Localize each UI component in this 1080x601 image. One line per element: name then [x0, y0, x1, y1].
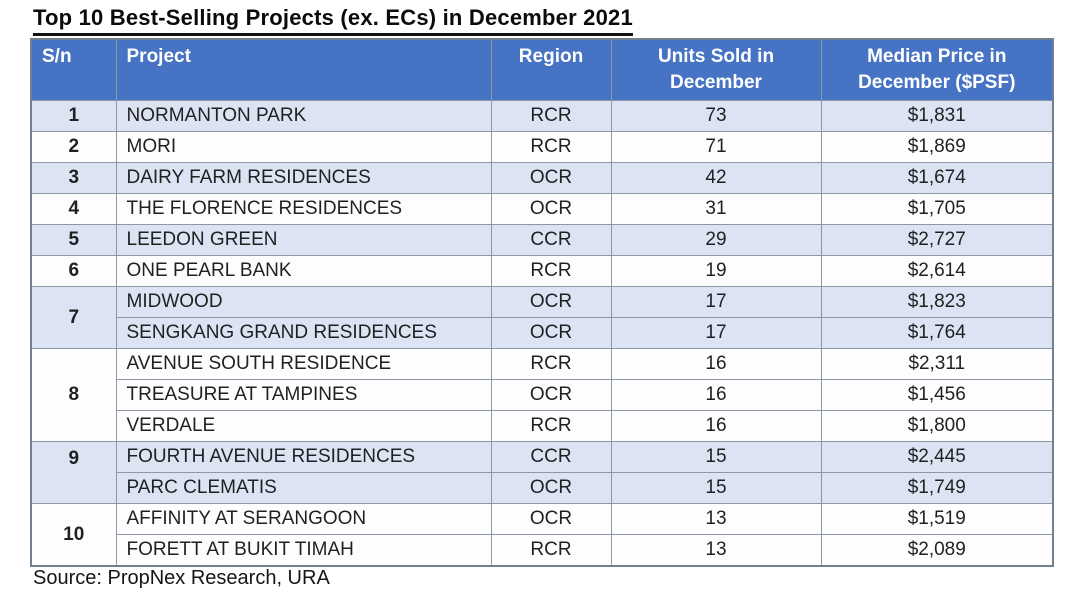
region-cell: CCR — [490, 441, 612, 473]
region-cell: OCR — [490, 472, 612, 504]
column-header-project: Project — [115, 38, 492, 101]
table-row: 5 LEEDON GREEN CCR 29 $2,727 — [30, 224, 1054, 256]
units-cell: 17 — [610, 286, 822, 318]
price-cell: $2,311 — [820, 348, 1054, 380]
price-cell: $1,764 — [820, 317, 1054, 349]
sn-cell: 4 — [30, 193, 117, 225]
project-cell: AFFINITY AT SERANGOON — [115, 503, 492, 535]
project-cell: THE FLORENCE RESIDENCES — [115, 193, 492, 225]
region-cell: RCR — [490, 410, 612, 442]
price-cell: $1,749 — [820, 472, 1054, 504]
region-cell: OCR — [490, 162, 612, 194]
project-cell: DAIRY FARM RESIDENCES — [115, 162, 492, 194]
price-cell: $1,823 — [820, 286, 1054, 318]
table-row: 8 AVENUE SOUTH RESIDENCE RCR 16 $2,311 — [30, 348, 1054, 442]
project-cell: AVENUE SOUTH RESIDENCE — [115, 348, 492, 380]
price-cell: $1,674 — [820, 162, 1054, 194]
units-cell: 13 — [610, 534, 822, 567]
project-cell: NORMANTON PARK — [115, 100, 492, 132]
price-cell: $1,519 — [820, 503, 1054, 535]
units-cell: 19 — [610, 255, 822, 287]
sn-cell: 7 — [30, 286, 117, 349]
price-cell: $1,456 — [820, 379, 1054, 411]
units-cell: 16 — [610, 410, 822, 442]
units-cell: 71 — [610, 131, 822, 163]
table-row: 7 MIDWOOD OCR 17 $1,823 — [30, 286, 1054, 349]
table-row: 10 AFFINITY AT SERANGOON OCR 13 $1,519 — [30, 503, 1054, 567]
region-cell: RCR — [490, 100, 612, 132]
column-header-units: Units Sold in December — [610, 38, 822, 101]
region-cell: CCR — [490, 224, 612, 256]
data-table: S/n Project Region Units Sold in December Me… — [30, 38, 1054, 567]
table-row: 4 THE FLORENCE RESIDENCES OCR 31 $1,705 — [30, 193, 1054, 225]
table-row: 1 NORMANTON PARK RCR 73 $1,831 — [30, 100, 1054, 132]
region-cell: RCR — [490, 534, 612, 567]
region-cell: OCR — [490, 503, 612, 535]
price-cell: $1,800 — [820, 410, 1054, 442]
units-cell: 16 — [610, 348, 822, 380]
column-header-region: Region — [490, 38, 612, 101]
table-header: S/n Project Region Units Sold in December Me… — [30, 38, 1054, 101]
region-cell: RCR — [490, 131, 612, 163]
price-cell: $2,089 — [820, 534, 1054, 567]
units-cell: 73 — [610, 100, 822, 132]
project-cell: TREASURE AT TAMPINES — [115, 379, 492, 411]
sn-cell: 6 — [30, 255, 117, 287]
region-cell: OCR — [490, 193, 612, 225]
units-cell: 29 — [610, 224, 822, 256]
column-header-price: Median Price in December ($PSF) — [820, 38, 1054, 101]
table-row: 3 DAIRY FARM RESIDENCES OCR 42 $1,674 — [30, 162, 1054, 194]
project-cell: SENGKANG GRAND RESIDENCES — [115, 317, 492, 349]
source-caption: Source: PropNex Research, URA — [33, 567, 330, 589]
sn-cell: 1 — [30, 100, 117, 132]
sn-cell: 9 — [30, 441, 117, 504]
price-cell: $1,705 — [820, 193, 1054, 225]
table-body: 1 NORMANTON PARK RCR 73 $1,831 2 MORI RCR 71 $1,8… — [30, 100, 1054, 567]
price-cell: $2,445 — [820, 441, 1054, 473]
sn-cell: 5 — [30, 224, 117, 256]
project-cell: FORETT AT BUKIT TIMAH — [115, 534, 492, 567]
table-row: SENGKANG GRAND RESIDENCES OCR 17 $1,764 — [31, 317, 1054, 349]
project-cell: FOURTH AVENUE RESIDENCES — [115, 441, 492, 473]
table-row: VERDALE RCR 16 $1,800 — [31, 410, 1054, 442]
region-cell: OCR — [490, 317, 612, 349]
table-row: 9 FOURTH AVENUE RESIDENCES CCR 15 $2,445 — [30, 441, 1054, 504]
units-cell: 16 — [610, 379, 822, 411]
units-cell: 15 — [610, 472, 822, 504]
sn-cell: 10 — [30, 503, 117, 567]
page-title: Top 10 Best-Selling Projects (ex. ECs) i… — [33, 5, 633, 36]
table-row: PARC CLEMATIS OCR 15 $1,749 — [31, 472, 1054, 504]
units-cell: 42 — [610, 162, 822, 194]
price-cell: $2,614 — [820, 255, 1054, 287]
units-cell: 15 — [610, 441, 822, 473]
table-row: 2 MORI RCR 71 $1,869 — [30, 131, 1054, 163]
region-cell: RCR — [490, 255, 612, 287]
region-cell: OCR — [490, 379, 612, 411]
project-cell: LEEDON GREEN — [115, 224, 492, 256]
sn-cell: 8 — [30, 348, 117, 442]
units-cell: 13 — [610, 503, 822, 535]
price-cell: $1,869 — [820, 131, 1054, 163]
project-cell: MIDWOOD — [115, 286, 492, 318]
header-row: S/n Project Region Units Sold in December Me… — [30, 38, 1054, 101]
best-selling-projects-table: S/n Project Region Units Sold in December Me… — [30, 38, 1054, 567]
table-row: TREASURE AT TAMPINES OCR 16 $1,456 — [31, 379, 1054, 411]
project-cell: VERDALE — [115, 410, 492, 442]
project-cell: PARC CLEMATIS — [115, 472, 492, 504]
table-row: FORETT AT BUKIT TIMAH RCR 13 $2,089 — [31, 534, 1054, 567]
sn-cell: 2 — [30, 131, 117, 163]
region-cell: OCR — [490, 286, 612, 318]
price-cell: $1,831 — [820, 100, 1054, 132]
region-cell: RCR — [490, 348, 612, 380]
table-row: 6 ONE PEARL BANK RCR 19 $2,614 — [30, 255, 1054, 287]
project-cell: ONE PEARL BANK — [115, 255, 492, 287]
price-cell: $2,727 — [820, 224, 1054, 256]
units-cell: 17 — [610, 317, 822, 349]
units-cell: 31 — [610, 193, 822, 225]
sn-cell: 3 — [30, 162, 117, 194]
project-cell: MORI — [115, 131, 492, 163]
column-header-sn: S/n — [30, 38, 117, 101]
